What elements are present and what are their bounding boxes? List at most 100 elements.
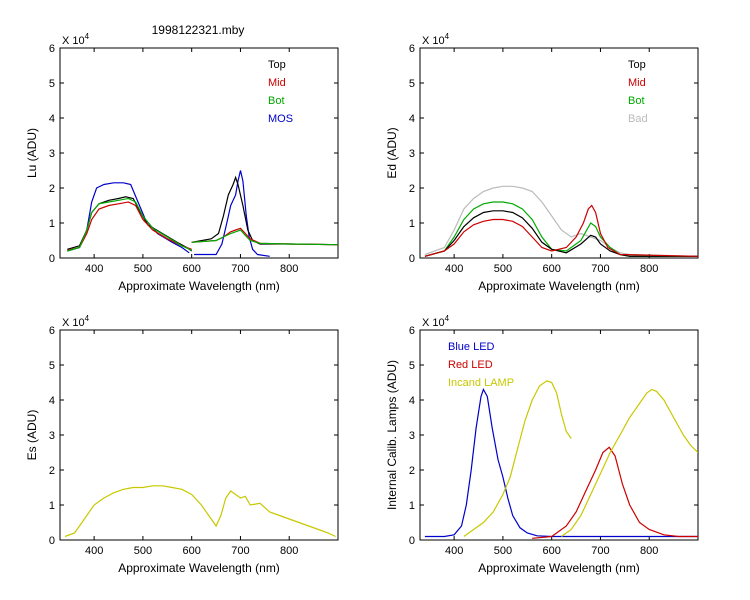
y-exponent-label: X 104 [422, 314, 450, 329]
y-tick-label: 3 [49, 430, 55, 442]
y-tick-label: 0 [409, 535, 415, 547]
exponent-power: 4 [85, 32, 90, 41]
exponent-base: X 10 [422, 35, 445, 47]
y-tick-label: 3 [49, 148, 55, 160]
x-tick-label: 800 [280, 263, 298, 275]
legend-entry-red-led: Red LED [448, 359, 493, 371]
y-tick-label: 5 [49, 78, 55, 90]
series-line-es [64, 485, 336, 538]
y-tick-label: 6 [49, 43, 55, 55]
series-group [424, 380, 698, 539]
x-tick-label: 400 [445, 545, 463, 557]
y-tick-label: 5 [409, 78, 415, 90]
y-tick-label: 0 [409, 253, 415, 265]
x-tick-label: 400 [85, 263, 103, 275]
plot-frame [59, 329, 339, 541]
x-tick-label: 500 [494, 263, 512, 275]
legend-entry-incand-lamp: Incand LAMP [448, 377, 514, 389]
x-axis-label: Approximate Wavelength (nm) [478, 561, 640, 575]
series-group [64, 485, 336, 538]
y-exponent-label: X 104 [422, 32, 450, 47]
series-line-incand-lamp [561, 388, 698, 537]
x-axis-label: Approximate Wavelength (nm) [118, 561, 280, 575]
exponent-base: X 10 [422, 317, 445, 329]
x-tick-label: 400 [85, 545, 103, 557]
y-tick-label: 2 [409, 183, 415, 195]
x-tick-label: 800 [640, 545, 658, 557]
exponent-base: X 10 [62, 317, 85, 329]
x-axis-label: Approximate Wavelength (nm) [478, 279, 640, 293]
x-tick-label: 700 [591, 545, 609, 557]
y-tick-label: 3 [409, 148, 415, 160]
x-tick-label: 500 [134, 263, 152, 275]
series-line-bot [67, 197, 192, 252]
y-tick-label: 4 [409, 395, 415, 407]
x-tick-label: 600 [543, 263, 561, 275]
y-tick-label: 0 [49, 535, 55, 547]
x-tick-label: 500 [134, 545, 152, 557]
legend-entry-bad: Bad [628, 113, 648, 125]
series-line-incand-lamp [463, 380, 572, 537]
x-tick-label: 600 [183, 263, 201, 275]
series-line-mos [194, 170, 270, 257]
exponent-base: X 10 [62, 35, 85, 47]
series-line-top [424, 210, 698, 257]
x-tick-label: 700 [591, 263, 609, 275]
series-line-blue-led [424, 388, 698, 538]
legend-entry-bot: Bot [268, 95, 285, 107]
y-axis-label: Ed (ADU) [385, 127, 399, 178]
y-tick-label: 4 [49, 113, 55, 125]
series-group [67, 170, 338, 257]
y-tick-label: 2 [49, 183, 55, 195]
y-exponent-label: X 104 [62, 32, 90, 47]
y-tick-label: 1 [409, 218, 415, 230]
legend-entry-mos: MOS [268, 113, 293, 125]
y-tick-label: 1 [49, 500, 55, 512]
y-tick-label: 2 [409, 465, 415, 477]
exponent-power: 4 [445, 32, 450, 41]
y-tick-label: 0 [49, 253, 55, 265]
y-axis-label: Internal Calib. Lamps (ADU) [385, 360, 399, 510]
y-tick-label: 5 [49, 360, 55, 372]
x-tick-label: 700 [231, 545, 249, 557]
y-tick-label: 2 [49, 465, 55, 477]
y-tick-label: 3 [409, 430, 415, 442]
plot-frame [59, 47, 339, 259]
series-line-top [191, 175, 338, 246]
legend-entry-top: Top [628, 59, 646, 71]
legend-entry-bot: Bot [628, 95, 645, 107]
legend-entry-blue-led: Blue LED [448, 341, 495, 353]
x-tick-label: 700 [231, 263, 249, 275]
y-tick-label: 1 [49, 218, 55, 230]
y-axis-label: Lu (ADU) [25, 128, 39, 178]
y-tick-label: 4 [409, 113, 415, 125]
legend-entry-mid: Mid [628, 77, 646, 89]
x-tick-label: 400 [445, 263, 463, 275]
figure-title: 1998122321.mby [152, 23, 245, 37]
series-line-mid [67, 201, 192, 251]
x-tick-label: 800 [280, 545, 298, 557]
x-tick-label: 500 [494, 545, 512, 557]
legend-entry-top: Top [268, 59, 286, 71]
series-line-mos [67, 182, 190, 254]
y-tick-label: 5 [409, 360, 415, 372]
series-line-red-led [532, 446, 698, 539]
x-axis-label: Approximate Wavelength (nm) [118, 279, 280, 293]
y-tick-label: 6 [49, 325, 55, 337]
y-axis-label: Es (ADU) [25, 410, 39, 461]
exponent-power: 4 [85, 314, 90, 323]
exponent-power: 4 [445, 314, 450, 323]
x-tick-label: 800 [640, 263, 658, 275]
y-tick-label: 1 [409, 500, 415, 512]
series-line-bad [424, 185, 698, 257]
legend-entry-mid: Mid [268, 77, 286, 89]
y-tick-label: 6 [409, 43, 415, 55]
x-tick-label: 600 [183, 545, 201, 557]
y-tick-label: 6 [409, 325, 415, 337]
